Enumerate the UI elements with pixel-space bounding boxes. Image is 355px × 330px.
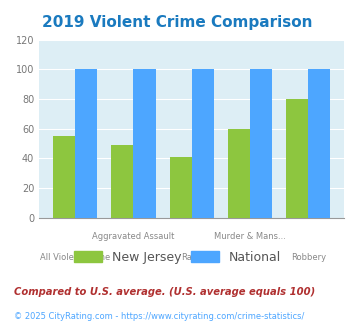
Text: Compared to U.S. average. (U.S. average equals 100): Compared to U.S. average. (U.S. average … (14, 287, 316, 297)
Bar (53, 136, 75, 218)
Bar (250, 69, 272, 218)
Text: Murder & Mans...: Murder & Mans... (214, 232, 286, 241)
Bar (192, 69, 214, 218)
Bar (286, 99, 308, 218)
Text: All Violent Crime: All Violent Crime (40, 253, 110, 262)
Text: Aggravated Assault: Aggravated Assault (92, 232, 175, 241)
Bar (170, 157, 192, 218)
Text: © 2025 CityRating.com - https://www.cityrating.com/crime-statistics/: © 2025 CityRating.com - https://www.city… (14, 312, 305, 321)
Bar (111, 145, 133, 218)
Bar (75, 69, 97, 218)
Text: Rape: Rape (181, 253, 202, 262)
Text: Robbery: Robbery (291, 253, 326, 262)
Bar (308, 69, 331, 218)
Text: 2019 Violent Crime Comparison: 2019 Violent Crime Comparison (42, 15, 313, 30)
Bar (228, 129, 250, 218)
Legend: New Jersey, National: New Jersey, National (70, 247, 285, 268)
Bar (133, 69, 155, 218)
